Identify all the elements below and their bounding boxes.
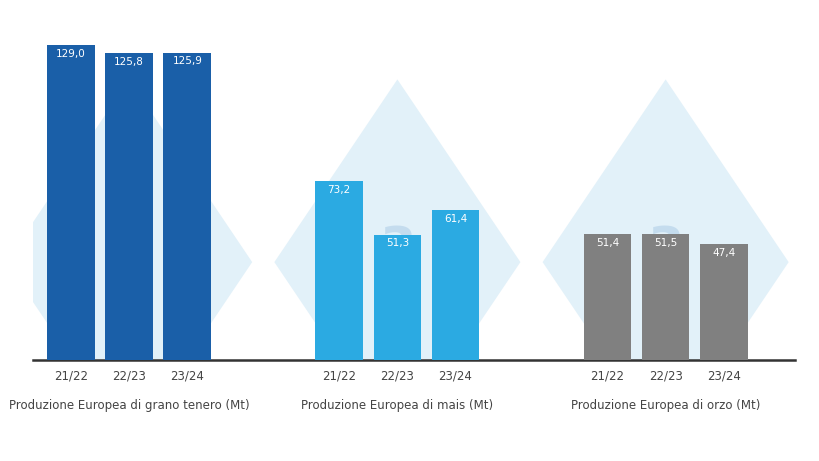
- Text: 51,4: 51,4: [595, 238, 618, 248]
- Bar: [583, 234, 631, 360]
- Polygon shape: [6, 79, 252, 445]
- Text: 3: 3: [378, 224, 415, 276]
- Bar: [163, 53, 211, 360]
- Text: 61,4: 61,4: [443, 213, 467, 224]
- Bar: [105, 53, 153, 360]
- Text: Produzione Europea di grano tenero (Mt): Produzione Europea di grano tenero (Mt): [9, 399, 249, 412]
- Bar: [315, 181, 363, 360]
- Text: 3: 3: [646, 224, 683, 276]
- Polygon shape: [274, 79, 520, 445]
- Bar: [699, 244, 747, 360]
- Text: 51,5: 51,5: [654, 238, 676, 248]
- Bar: [373, 235, 421, 360]
- Bar: [47, 45, 95, 360]
- Text: Produzione Europea di mais (Mt): Produzione Europea di mais (Mt): [301, 399, 493, 412]
- Text: 51,3: 51,3: [385, 238, 409, 248]
- Text: 125,8: 125,8: [114, 57, 144, 67]
- Text: 125,9: 125,9: [172, 56, 202, 66]
- Text: 47,4: 47,4: [711, 248, 735, 258]
- Polygon shape: [542, 79, 788, 445]
- Bar: [431, 210, 479, 360]
- Text: 3: 3: [111, 224, 147, 276]
- Bar: [641, 234, 689, 360]
- Text: Produzione Europea di orzo (Mt): Produzione Europea di orzo (Mt): [570, 399, 759, 412]
- Text: 129,0: 129,0: [56, 49, 86, 59]
- Text: 73,2: 73,2: [328, 185, 351, 195]
